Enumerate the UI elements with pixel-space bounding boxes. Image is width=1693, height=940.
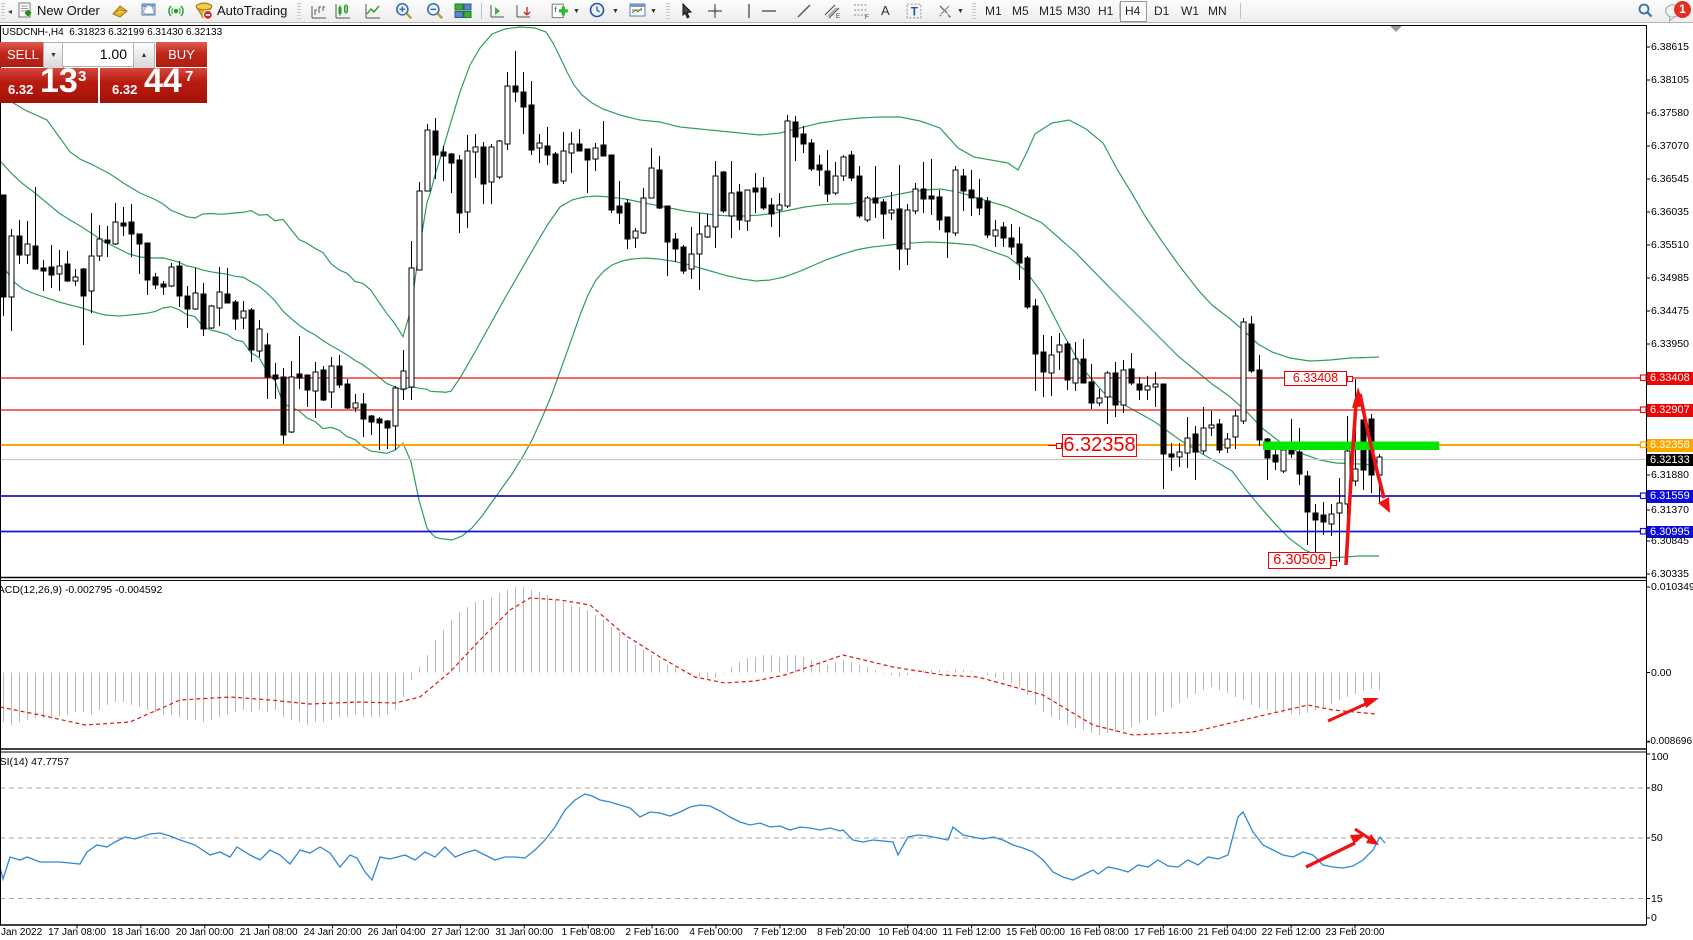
- svg-text:f: f: [554, 5, 557, 14]
- svg-text:E: E: [836, 14, 840, 20]
- svg-text:T: T: [911, 6, 918, 19]
- svg-text:F: F: [865, 15, 869, 20]
